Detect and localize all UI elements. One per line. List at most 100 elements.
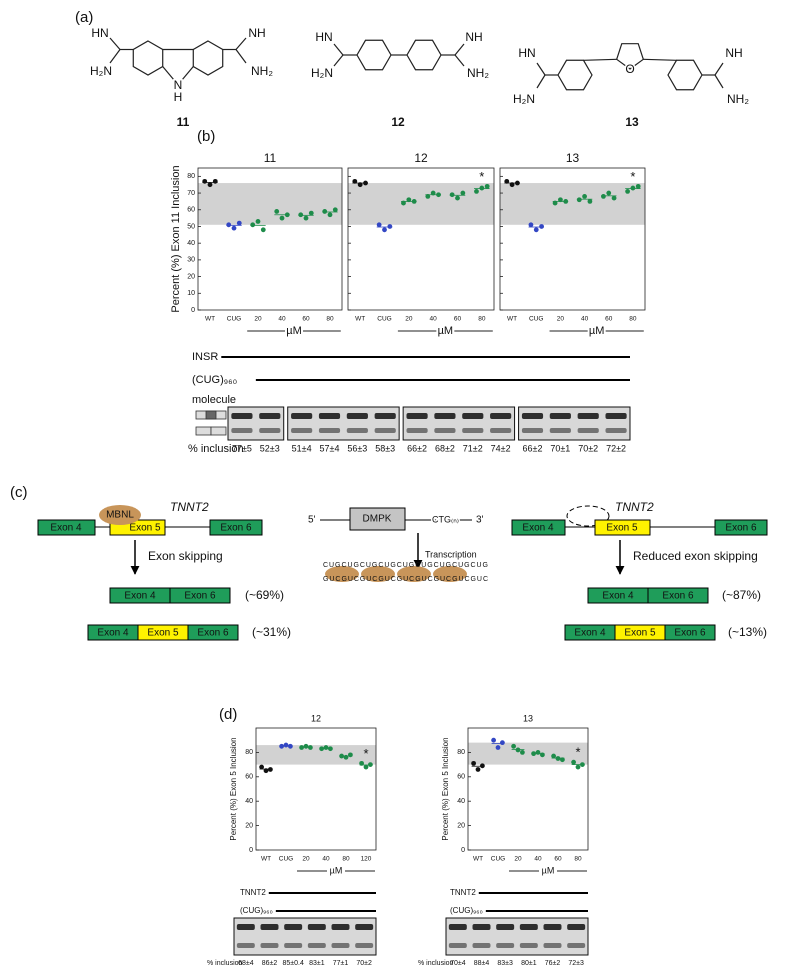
end-label: 3' bbox=[476, 515, 484, 526]
x-tick-label: 20 bbox=[514, 856, 522, 863]
point bbox=[231, 225, 237, 231]
y-tick-label: 60 bbox=[457, 774, 465, 781]
gel-band bbox=[519, 924, 538, 930]
splicing-right: TNNT2 Exon 4 Exon 5 Exon 6 Reduced exon … bbox=[511, 500, 768, 641]
point bbox=[587, 199, 593, 204]
point bbox=[212, 178, 218, 184]
gel-band bbox=[284, 924, 303, 930]
gel-band bbox=[236, 924, 255, 930]
y-tick-label: 40 bbox=[187, 240, 195, 247]
inclusion-value: 68±4 bbox=[238, 960, 254, 967]
point bbox=[255, 219, 261, 224]
inclusion-value: 70±2 bbox=[356, 960, 372, 967]
icon bbox=[210, 426, 227, 436]
gel-band bbox=[260, 943, 279, 948]
chart-title: 13 bbox=[523, 713, 533, 723]
bond bbox=[583, 58, 617, 61]
gel-band bbox=[462, 413, 484, 419]
bond bbox=[714, 74, 724, 89]
x-tick-label: 20 bbox=[557, 316, 565, 323]
protein bbox=[361, 566, 395, 582]
exon bbox=[209, 519, 263, 536]
atom-label: N bbox=[174, 78, 183, 92]
gel-band bbox=[318, 428, 341, 433]
y-axis-label: Percent (%) Exon 5 Inclusion bbox=[441, 737, 450, 840]
gel-band bbox=[472, 943, 491, 948]
exon-label: Exon 5 bbox=[147, 628, 179, 639]
gel-band bbox=[406, 428, 428, 433]
gel-band bbox=[519, 943, 538, 948]
row-label: (CUG)₉₆₀ bbox=[240, 906, 273, 915]
point bbox=[528, 222, 534, 228]
molecule-icons bbox=[195, 410, 227, 436]
exon-label: Exon 4 bbox=[124, 591, 156, 602]
ring bbox=[132, 40, 164, 76]
point bbox=[259, 764, 264, 770]
x-tick-label: 80 bbox=[326, 316, 334, 323]
inclusion-value: 86±2 bbox=[262, 960, 278, 967]
bond bbox=[235, 37, 247, 50]
y-tick-label: 20 bbox=[457, 822, 465, 829]
point bbox=[260, 227, 266, 233]
exon-label: Exon 4 bbox=[574, 628, 606, 639]
x-tick-label: CUG bbox=[377, 316, 391, 323]
atom-label: HN bbox=[91, 26, 108, 40]
gel bbox=[402, 406, 516, 441]
x-tick-label: CUG bbox=[529, 316, 543, 323]
gel-band bbox=[374, 428, 396, 433]
inclusion-label: % inclusion bbox=[207, 960, 243, 967]
inclusion-value: 66±2 bbox=[407, 443, 427, 453]
gel bbox=[233, 917, 377, 956]
protein bbox=[325, 566, 359, 582]
gel-band bbox=[605, 428, 627, 433]
point bbox=[268, 767, 273, 772]
exon bbox=[664, 624, 716, 641]
gel bbox=[287, 406, 400, 441]
row-label: INSR bbox=[192, 351, 218, 363]
point bbox=[531, 751, 536, 757]
point bbox=[539, 224, 544, 229]
atom-label: HN bbox=[315, 30, 332, 44]
gel-band bbox=[462, 428, 484, 433]
inclusion-value: 71±2 bbox=[463, 443, 483, 453]
point bbox=[348, 752, 353, 758]
point bbox=[327, 212, 333, 218]
y-tick-label: 40 bbox=[245, 798, 253, 805]
point bbox=[533, 227, 539, 233]
shaded-range bbox=[500, 183, 645, 225]
point bbox=[551, 753, 556, 759]
gel-band bbox=[434, 413, 456, 419]
x-tick-label: 20 bbox=[302, 856, 310, 863]
compound-label: 11 bbox=[177, 115, 190, 129]
chart-title: 12 bbox=[414, 151, 428, 165]
x-axis-label: µM bbox=[330, 865, 343, 875]
chart-title: 11 bbox=[264, 151, 277, 165]
exon-label: Exon 6 bbox=[184, 591, 216, 602]
point bbox=[580, 762, 585, 767]
gel-band bbox=[496, 924, 515, 930]
gel-band bbox=[521, 428, 544, 433]
splicing-left: TNNT2 Exon 4 Exon 5 MBNL Exon 6 Exon ski… bbox=[37, 500, 291, 641]
bond bbox=[643, 58, 677, 61]
gel-band bbox=[374, 413, 396, 419]
gel-band bbox=[355, 924, 374, 930]
point bbox=[552, 200, 558, 206]
point bbox=[504, 178, 510, 184]
y-tick-label: 0 bbox=[249, 847, 253, 854]
point bbox=[520, 750, 525, 755]
bond bbox=[536, 74, 546, 89]
point bbox=[387, 224, 393, 229]
x-tick-label: CUG bbox=[227, 316, 241, 323]
point bbox=[376, 222, 382, 228]
point bbox=[299, 745, 304, 750]
point bbox=[343, 754, 349, 760]
gel-band bbox=[434, 428, 456, 433]
inclusion-value: 70±4 bbox=[450, 960, 466, 967]
point bbox=[563, 199, 569, 204]
bond bbox=[333, 54, 344, 67]
plot-frame bbox=[499, 167, 646, 311]
gel-band bbox=[448, 943, 467, 948]
ring bbox=[667, 59, 703, 91]
y-tick-label: 50 bbox=[187, 223, 195, 230]
